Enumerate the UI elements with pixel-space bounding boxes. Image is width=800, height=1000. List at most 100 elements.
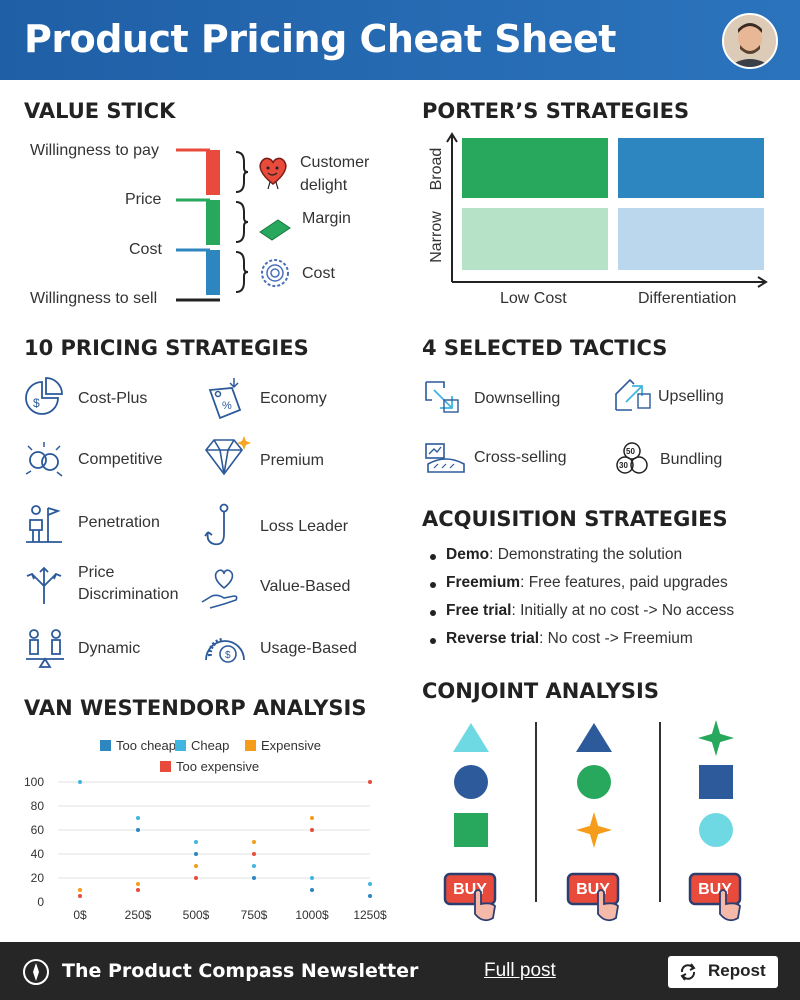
- cash-icon: [259, 219, 291, 241]
- triangle-shape: [576, 723, 612, 752]
- data-point: [136, 882, 140, 886]
- down-arrow-box-icon: [425, 381, 459, 413]
- porter-narrow-label: Narrow: [428, 211, 445, 263]
- y-tick-label: 0: [37, 895, 44, 909]
- tactic-downselling: Downselling: [474, 390, 561, 407]
- margin-label: Margin: [302, 210, 351, 227]
- header-bar: Product Pricing Cheat Sheet: [0, 0, 800, 80]
- strategy-value-based: Value-Based: [260, 578, 351, 595]
- data-point: [310, 876, 314, 880]
- data-point: [194, 864, 198, 868]
- conjoint-graphic: BUY BUY BUY: [443, 720, 742, 922]
- buy-button-shape: [688, 872, 742, 906]
- buy-button-shape: [566, 872, 620, 906]
- buy-label: BUY: [453, 881, 487, 898]
- acquisition-item: Demo: Demonstrating the solution: [428, 546, 734, 574]
- porter-low-cost-label: Low Cost: [500, 290, 567, 307]
- y-tick-label: 60: [31, 823, 45, 837]
- legend-label: Too cheap: [116, 738, 176, 753]
- tactic-cross-selling: Cross-selling: [474, 449, 567, 466]
- y-tick-label: 20: [31, 871, 45, 885]
- acquisition-desc: : Free features, paid upgrades: [520, 574, 728, 591]
- pointer-hand-icon: [474, 889, 496, 922]
- data-point: [368, 882, 372, 886]
- x-tick-label: 1250$: [353, 908, 387, 922]
- strategy-cost-plus: Cost-Plus: [78, 390, 148, 407]
- repost-icon: [680, 963, 696, 981]
- acquisition-term: Demo: [446, 546, 490, 563]
- buy-label: BUY: [576, 881, 610, 898]
- data-point: [78, 894, 82, 898]
- acquisition-term: Reverse trial: [446, 630, 540, 647]
- data-point: [136, 828, 140, 832]
- bundle-coins-icon: 50 30: [616, 442, 648, 474]
- up-arrow-box-icon: [615, 378, 651, 411]
- tactic-upselling: Upselling: [658, 388, 724, 405]
- pricing-strategies-title: 10 PRICING STRATEGIES: [24, 336, 309, 360]
- data-point: [194, 876, 198, 880]
- x-tick-label: 750$: [241, 908, 268, 922]
- pie-dollar-icon: $: [25, 377, 63, 415]
- data-point: [310, 816, 314, 820]
- porter-broad-label: Broad: [428, 147, 445, 191]
- acquisition-item: Reverse trial: No cost -> Freemium: [428, 630, 734, 658]
- cross-sell-icon: [425, 443, 465, 473]
- acquisition-term: Free trial: [446, 602, 512, 619]
- footer-bar: The Product Compass Newsletter Full post: [0, 942, 800, 1000]
- split-arrows-icon: [26, 566, 62, 604]
- x-tick-label: 500$: [183, 908, 210, 922]
- data-point: [194, 840, 198, 844]
- data-point: [368, 894, 372, 898]
- legend-swatch: [245, 740, 256, 751]
- svg-text:50: 50: [626, 447, 635, 456]
- legend-label: Too expensive: [176, 759, 259, 774]
- discount-tag-icon: %: [208, 378, 242, 420]
- van-westendorp-title: VAN WESTENDORP ANALYSIS: [24, 696, 367, 720]
- circle-shape: [699, 813, 733, 847]
- strategy-dynamic: Dynamic: [78, 640, 141, 657]
- full-post-link[interactable]: Full post: [484, 960, 556, 981]
- acquisition-list: Demo: Demonstrating the solution Freemiu…: [428, 546, 734, 658]
- value-stick-title: VALUE STICK: [24, 99, 176, 123]
- data-point: [310, 888, 314, 892]
- svg-text:$: $: [225, 650, 231, 661]
- customer-delight-label-line2: delight: [300, 177, 348, 194]
- customer-delight-label-line1: Customer: [300, 154, 370, 171]
- data-point: [252, 864, 256, 868]
- willingness-to-sell-label: Willingness to sell: [30, 290, 158, 307]
- acquisition-term: Freemium: [446, 574, 521, 591]
- data-point: [252, 876, 256, 880]
- square-shape: [699, 765, 733, 799]
- clash-icon: [25, 442, 63, 477]
- svg-text:30: 30: [619, 461, 628, 470]
- data-point: [252, 840, 256, 844]
- star-shape: [576, 812, 612, 848]
- diamond-icon: [204, 436, 251, 476]
- porter-matrix: [446, 132, 768, 288]
- hook-icon: [204, 503, 229, 546]
- acquisition-desc: : Initially at no cost -> No access: [511, 602, 735, 619]
- strategy-loss-leader: Loss Leader: [260, 518, 349, 535]
- avatar: [722, 13, 778, 69]
- legend-swatch: [160, 761, 171, 772]
- triangle-shape: [453, 723, 489, 752]
- strategy-economy: Economy: [260, 390, 327, 407]
- repost-button[interactable]: Repost: [668, 956, 778, 988]
- data-point: [78, 780, 82, 784]
- footer-brand: The Product Compass Newsletter: [62, 960, 419, 982]
- star-shape: [698, 720, 734, 756]
- strategy-competitive: Competitive: [78, 451, 163, 468]
- data-point: [310, 828, 314, 832]
- porter-differentiation-label: Differentiation: [638, 290, 737, 307]
- page-title: Product Pricing Cheat Sheet: [24, 17, 616, 61]
- heart-icon: [259, 157, 287, 190]
- circle-shape: [577, 765, 611, 799]
- flag-figure-icon: [26, 505, 62, 543]
- value-stick-graphic: [176, 148, 249, 302]
- conjoint-title: CONJOINT ANALYSIS: [422, 679, 659, 703]
- svg-text:%: %: [222, 400, 232, 412]
- data-point: [368, 780, 372, 784]
- cost-segment-label: Cost: [302, 265, 335, 282]
- legend-label: Expensive: [261, 738, 321, 753]
